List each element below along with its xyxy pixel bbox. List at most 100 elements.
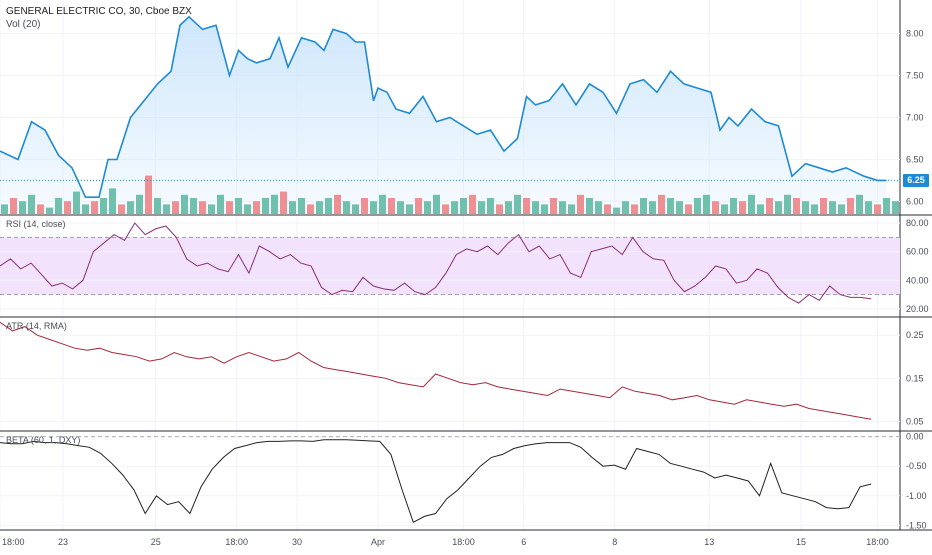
volume-bar: [451, 201, 458, 214]
price-area-fill: [0, 16, 887, 214]
rsi-axis-tick: 20.00: [906, 304, 929, 314]
volume-bar: [442, 204, 449, 214]
volume-bar: [532, 201, 539, 214]
last-price-tag: 6.25: [903, 173, 929, 187]
volume-bar: [244, 204, 251, 214]
volume-bar: [892, 201, 899, 214]
rsi-axis-tick: 60.00: [906, 247, 929, 257]
volume-bar: [433, 194, 440, 214]
volume-bar: [136, 194, 143, 214]
volume-bar: [37, 204, 44, 214]
time-axis-tick: 6: [521, 537, 526, 547]
price-axis-tick: 7.00: [906, 112, 924, 122]
volume-bar: [217, 194, 224, 214]
volume-bar: [91, 201, 98, 214]
rsi-legend: RSI (14, close): [6, 219, 66, 229]
volume-bar: [640, 198, 647, 214]
time-axis-tick: 8: [612, 537, 617, 547]
volume-bar: [703, 194, 710, 214]
volume-bar: [487, 198, 494, 214]
beta-axis-tick: -1.50: [906, 520, 927, 530]
volume-bar: [694, 198, 701, 214]
volume-bar: [523, 198, 530, 214]
volume-bar: [667, 198, 674, 214]
volume-bar: [721, 204, 728, 214]
volume-bar: [541, 204, 548, 214]
volume-legend[interactable]: Vol (20): [6, 19, 41, 30]
volume-bar: [784, 194, 791, 214]
volume-bar: [352, 204, 359, 214]
volume-bar: [586, 198, 593, 214]
volume-bar: [865, 201, 872, 214]
time-axis-tick: 15: [796, 537, 806, 547]
volume-bar: [127, 201, 134, 214]
volume-bar: [145, 175, 152, 214]
volume-bar: [613, 207, 620, 214]
volume-bar: [676, 201, 683, 214]
volume-bar: [334, 194, 341, 214]
volume-bar: [748, 194, 755, 214]
volume-bar: [361, 198, 368, 214]
time-axis-tick: 18:00: [452, 537, 475, 547]
volume-bar: [604, 204, 611, 214]
atr-line: [0, 321, 872, 420]
volume-bar: [343, 201, 350, 214]
volume-bar: [757, 204, 764, 214]
volume-bar: [154, 198, 161, 214]
rsi-line: [0, 222, 872, 304]
volume-bar: [370, 201, 377, 214]
volume-bar: [766, 198, 773, 214]
volume-bar: [199, 201, 206, 214]
volume-bar: [325, 198, 332, 214]
symbol-legend[interactable]: GENERAL ELECTRIC CO, 30, Cboe BZX: [6, 6, 192, 17]
volume-bar: [262, 198, 269, 214]
volume-bar: [631, 204, 638, 214]
volume-bar: [118, 204, 125, 214]
volume-bar: [289, 201, 296, 214]
volume-bar: [163, 204, 170, 214]
volume-bar: [577, 194, 584, 214]
volume-bar: [172, 201, 179, 214]
volume-bar: [820, 198, 827, 214]
volume-bar: [685, 204, 692, 214]
beta-axis-tick: -1.00: [906, 491, 927, 501]
atr-axis-tick: 0.05: [906, 416, 924, 426]
rsi-axis-tick: 80.00: [906, 218, 929, 228]
volume-bar: [658, 194, 665, 214]
volume-bar: [712, 201, 719, 214]
volume-bar: [19, 201, 26, 214]
volume-bar: [28, 194, 35, 214]
volume-bar: [739, 201, 746, 214]
price-axis-tick: 6.00: [906, 196, 924, 206]
volume-bar: [775, 201, 782, 214]
time-axis-tick: Apr: [371, 537, 385, 547]
volume-bar: [469, 194, 476, 214]
volume-bar: [568, 204, 575, 214]
price-axis-tick: 7.50: [906, 71, 924, 81]
beta-line: [0, 439, 872, 524]
volume-bar: [505, 201, 512, 214]
volume-bar: [838, 204, 845, 214]
volume-bar: [424, 201, 431, 214]
volume-bar: [514, 194, 521, 214]
volume-bar: [109, 188, 116, 214]
volume-bar: [100, 198, 107, 214]
volume-bar: [226, 201, 233, 214]
volume-bar: [802, 201, 809, 214]
volume-bar: [379, 194, 386, 214]
volume-bar: [271, 194, 278, 214]
volume-bar: [307, 204, 314, 214]
volume-bar: [64, 201, 71, 214]
time-axis-tick: 25: [151, 537, 161, 547]
price-line: [0, 15, 887, 198]
price-axis-tick: 8.00: [906, 29, 924, 39]
volume-bar: [847, 198, 854, 214]
volume-bar: [883, 198, 890, 214]
volume-bar: [406, 204, 413, 214]
volume-bar: [730, 198, 737, 214]
volume-bar: [622, 201, 629, 214]
time-axis-tick: 18:00: [225, 537, 248, 547]
atr-axis-tick: 0.25: [906, 330, 924, 340]
